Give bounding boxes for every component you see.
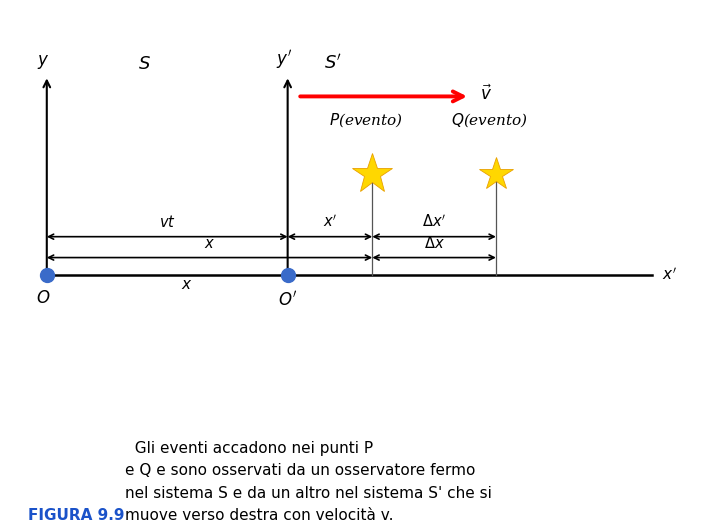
Text: $x'$: $x'$ bbox=[323, 213, 337, 230]
Text: $O$: $O$ bbox=[36, 290, 51, 307]
Text: $Q$(evento): $Q$(evento) bbox=[451, 111, 528, 129]
Text: $S'$: $S'$ bbox=[324, 53, 342, 72]
Text: $x$: $x$ bbox=[181, 278, 192, 293]
Text: $x$: $x$ bbox=[204, 237, 215, 251]
Text: $\vec{v}$: $\vec{v}$ bbox=[480, 84, 492, 104]
Text: $y$: $y$ bbox=[37, 53, 50, 71]
Text: FIGURA 9.9: FIGURA 9.9 bbox=[28, 508, 125, 523]
Text: $\Delta x$: $\Delta x$ bbox=[424, 235, 444, 251]
Text: $\Delta x'$: $\Delta x'$ bbox=[422, 213, 446, 230]
Text: $S$: $S$ bbox=[138, 54, 151, 72]
Text: Gli eventi accadono nei punti P
e Q e sono osservati da un osservatore fermo
nel: Gli eventi accadono nei punti P e Q e so… bbox=[125, 441, 491, 523]
Text: $y'$: $y'$ bbox=[276, 48, 293, 71]
Text: $vt$: $vt$ bbox=[159, 214, 176, 230]
Text: $x'$: $x'$ bbox=[662, 267, 677, 283]
Text: $P$(evento): $P$(evento) bbox=[329, 111, 403, 129]
Text: $O'$: $O'$ bbox=[278, 290, 298, 309]
